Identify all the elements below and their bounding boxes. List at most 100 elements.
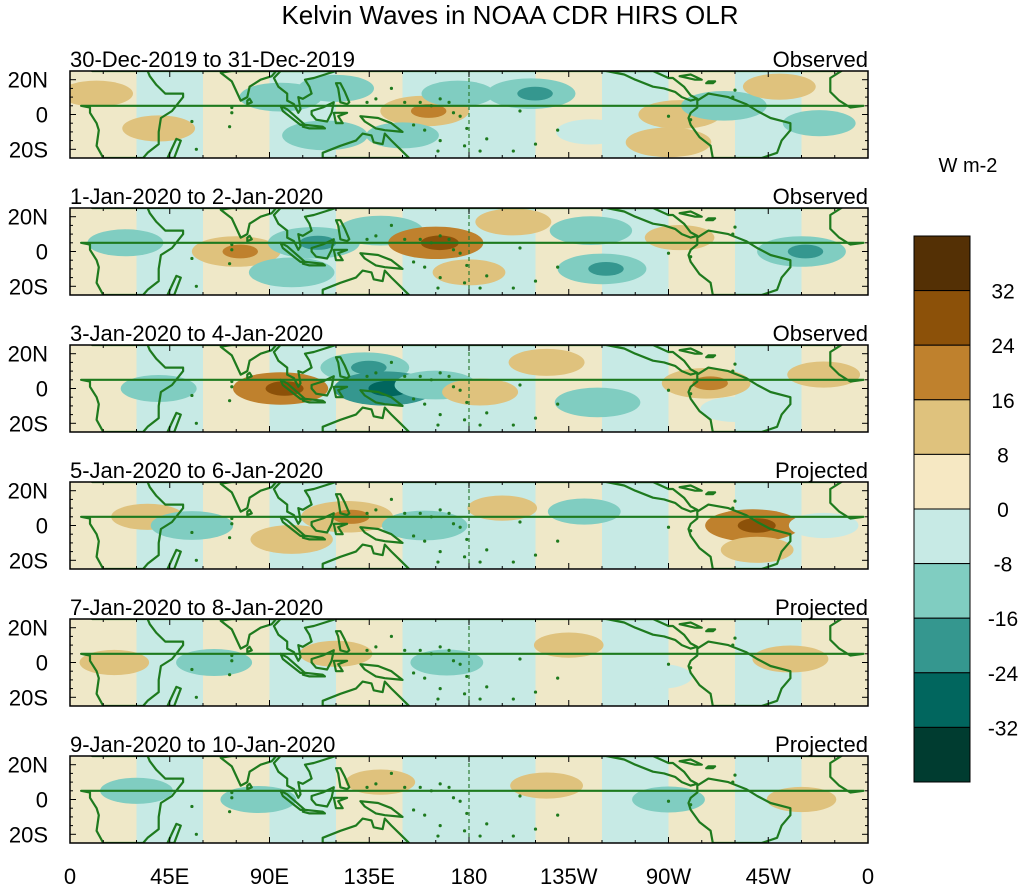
island xyxy=(451,385,456,389)
island xyxy=(689,255,693,259)
olr-anomaly-blob xyxy=(366,122,439,149)
island xyxy=(418,374,422,378)
colorbar-swatch xyxy=(913,290,971,346)
olr-anomaly-blob xyxy=(549,216,633,246)
island xyxy=(465,400,469,405)
lat-label: 0 xyxy=(36,788,48,813)
island xyxy=(731,369,735,373)
lon-label: 0 xyxy=(862,864,874,888)
coastline xyxy=(678,210,703,218)
island xyxy=(458,388,462,392)
coastline xyxy=(219,345,278,376)
lat-label: 20N xyxy=(8,616,48,641)
island xyxy=(438,824,442,828)
island xyxy=(733,499,737,503)
island xyxy=(485,274,489,278)
panel-date-range: 9-Jan-2020 to 10-Jan-2020 xyxy=(70,732,335,757)
coastline xyxy=(687,503,792,569)
coastline xyxy=(79,71,865,158)
coastline xyxy=(279,378,307,400)
coastline xyxy=(219,482,278,513)
island xyxy=(429,515,433,519)
olr-anomaly-blob xyxy=(554,387,641,418)
lat-label: 20S xyxy=(9,137,48,162)
coastline xyxy=(310,649,335,671)
lat-label: 20N xyxy=(8,205,48,230)
coastline xyxy=(246,97,253,106)
colorbar-swatch xyxy=(913,672,971,728)
map-panel: 20N 0 20S 5-Jan-2020 to 6-Jan-2020 Projected xyxy=(8,458,869,573)
olr-anomaly-core xyxy=(588,262,624,276)
coastline xyxy=(301,808,326,815)
field-band xyxy=(602,482,669,569)
olr-anomaly-blob xyxy=(410,649,484,676)
island xyxy=(465,537,469,542)
coastline xyxy=(310,101,335,123)
island xyxy=(194,558,198,562)
coastline xyxy=(301,123,326,130)
island xyxy=(403,511,407,515)
coastline xyxy=(166,548,182,569)
coastline xyxy=(359,115,404,133)
lon-label: 135E xyxy=(344,864,395,888)
island xyxy=(689,803,693,807)
island xyxy=(447,648,451,652)
colorbar-swatch xyxy=(913,563,971,619)
island xyxy=(436,423,440,427)
island xyxy=(533,690,538,694)
island xyxy=(666,799,671,803)
coastline xyxy=(332,796,349,810)
island xyxy=(511,423,515,427)
island xyxy=(447,100,451,104)
colorbar-swatch xyxy=(913,508,971,565)
coastline xyxy=(321,406,411,432)
coastline xyxy=(79,345,865,432)
lon-label: 135W xyxy=(540,864,598,888)
island xyxy=(533,416,538,420)
island xyxy=(518,520,522,524)
island xyxy=(436,834,440,838)
island xyxy=(731,780,735,784)
coastline xyxy=(246,508,253,517)
coastline xyxy=(166,274,182,295)
lat-label: 20S xyxy=(9,822,48,847)
lat-label: 20N xyxy=(8,68,48,93)
colorbar-label: 16 xyxy=(991,390,1014,413)
map-panel: 20N 0 20S 9-Jan-2020 to 10-Jan-2020 Projecte… xyxy=(8,732,869,847)
panel-status: Observed xyxy=(773,47,868,72)
island xyxy=(423,676,427,680)
island xyxy=(429,652,433,656)
island xyxy=(438,687,442,691)
lon-label: 0 xyxy=(64,864,76,888)
colorbar-units: W m-2 xyxy=(939,155,998,177)
island xyxy=(556,539,560,543)
island xyxy=(438,276,442,280)
island xyxy=(230,516,234,521)
island xyxy=(458,251,462,255)
island xyxy=(403,785,407,789)
olr-anomaly-core xyxy=(410,104,447,118)
island xyxy=(418,100,422,104)
island xyxy=(666,662,671,666)
olr-anomaly-blob xyxy=(298,74,374,102)
island xyxy=(230,659,234,663)
island xyxy=(228,399,232,403)
island xyxy=(418,511,422,515)
island xyxy=(511,560,515,564)
island xyxy=(190,256,194,261)
coastline xyxy=(79,482,865,569)
coastline xyxy=(605,619,699,650)
olr-anomaly-core xyxy=(265,381,304,396)
map-panel: 20N 0 20S 3-Jan-2020 to 4-Jan-2020 Observed xyxy=(8,321,869,436)
island xyxy=(485,685,489,689)
island xyxy=(438,782,442,786)
olr-anomaly-blob xyxy=(508,348,585,376)
island xyxy=(458,525,462,529)
island xyxy=(731,643,735,647)
coastline xyxy=(678,347,703,355)
colorbar: W m-2 32 24 16 8 0 -8 -16 -24 -32 xyxy=(913,155,1018,783)
island xyxy=(478,560,482,564)
panel-date-range: 5-Jan-2020 to 6-Jan-2020 xyxy=(70,458,323,483)
lat-label: 0 xyxy=(36,377,48,402)
island xyxy=(190,530,194,535)
